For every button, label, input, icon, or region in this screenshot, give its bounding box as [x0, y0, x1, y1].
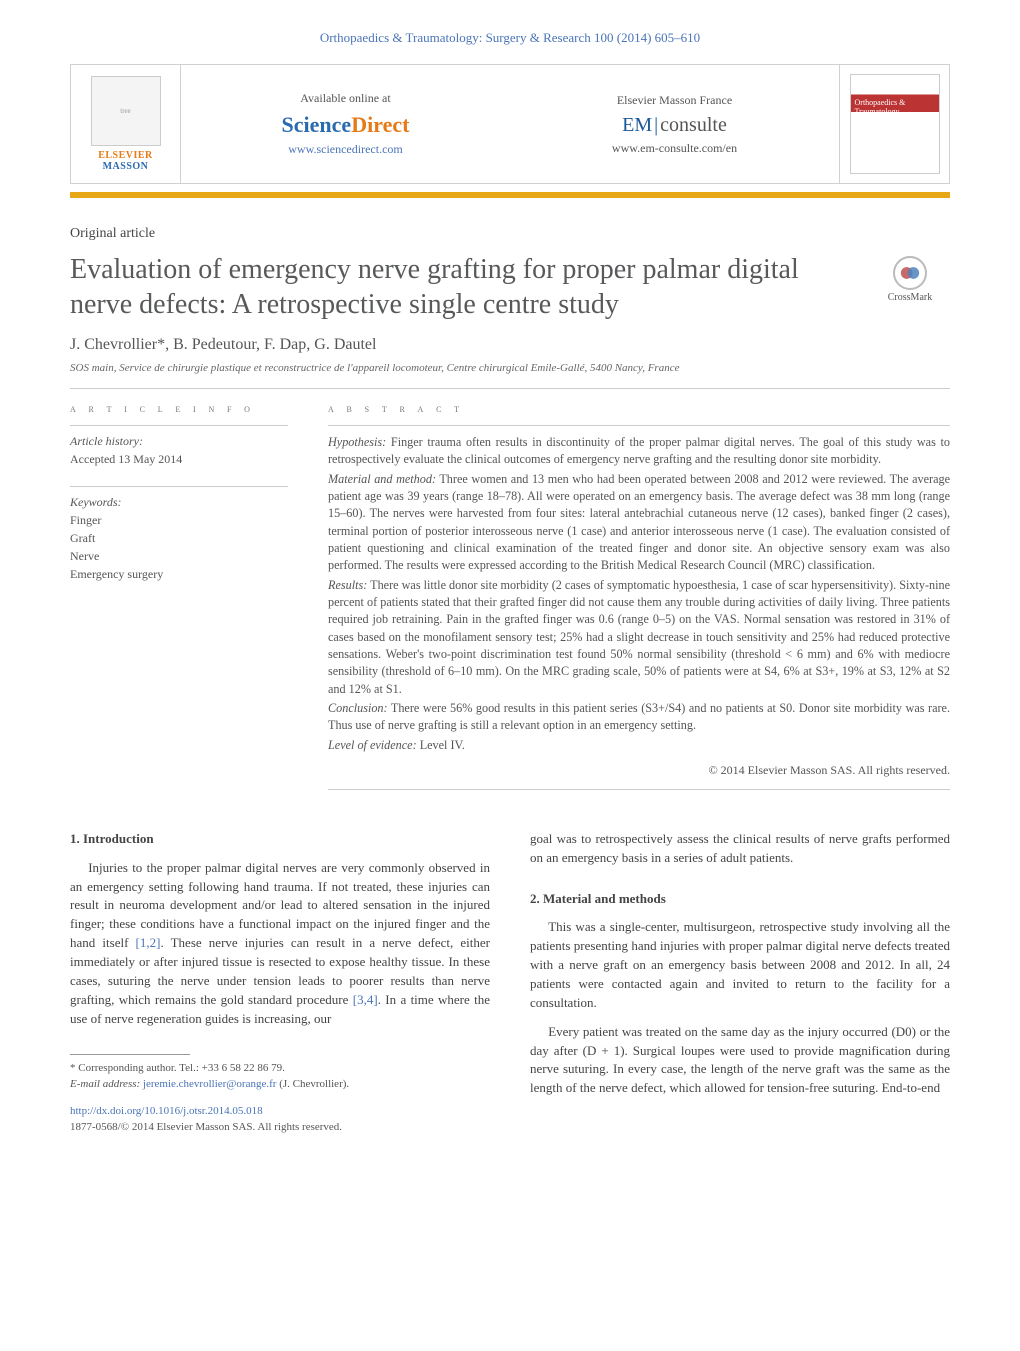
- crossmark-icon: [893, 256, 927, 290]
- keyword: Emergency surgery: [70, 565, 288, 583]
- em-bar-icon: |: [652, 114, 660, 136]
- sciencedirect-url[interactable]: www.sciencedirect.com: [288, 142, 403, 157]
- issn-copyright: 1877-0568/© 2014 Elsevier Masson SAS. Al…: [70, 1120, 490, 1136]
- yellow-rule: [70, 192, 950, 198]
- masson-label: MASSON: [103, 161, 149, 172]
- methods-paragraph: This was a single-center, multisurgeon, …: [530, 918, 950, 1012]
- authors: J. Chevrollier*, B. Pedeutour, F. Dap, G…: [70, 336, 950, 354]
- affiliation: SOS main, Service de chirurgie plastique…: [70, 362, 950, 374]
- accepted-date: Accepted 13 May 2014: [70, 450, 288, 468]
- divider: [70, 388, 950, 389]
- article-info-heading: a r t i c l e i n f o: [70, 403, 288, 415]
- results-label: Results:: [328, 578, 367, 592]
- sciencedirect-logo: ScienceDirect: [282, 112, 410, 138]
- keyword: Finger: [70, 511, 288, 529]
- intro-heading: 1. Introduction: [70, 830, 490, 849]
- email-suffix: (J. Chevrollier).: [276, 1078, 349, 1090]
- sd-science: Science: [282, 112, 352, 137]
- journal-cover-thumbnail: Orthopaedics & TraumatologySurgery & Res…: [850, 74, 940, 174]
- abstract-copyright: © 2014 Elsevier Masson SAS. All rights r…: [328, 762, 950, 779]
- crossmark-badge[interactable]: CrossMark: [870, 256, 950, 303]
- results-text: There was little donor site morbidity (2…: [328, 578, 950, 696]
- em-em: EM: [622, 114, 652, 136]
- conclusion-text: There were 56% good results in this pati…: [328, 701, 950, 732]
- body-column-right: goal was to retrospectively assess the c…: [530, 830, 950, 1136]
- citation-link[interactable]: [1,2]: [136, 935, 161, 950]
- intro-continuation: goal was to retrospectively assess the c…: [530, 830, 950, 868]
- hypothesis-label: Hypothesis:: [328, 435, 386, 449]
- publisher-logo-cell: tree ELSEVIER MASSON: [71, 65, 181, 183]
- emconsulte-url[interactable]: www.em-consulte.com/en: [612, 141, 737, 156]
- article-title: Evaluation of emergency nerve grafting f…: [70, 252, 850, 322]
- em-consulte: consulte: [660, 114, 727, 136]
- crossmark-label: CrossMark: [888, 292, 932, 303]
- journal-header-box: tree ELSEVIER MASSON Available online at…: [70, 64, 950, 184]
- article-type: Original article: [70, 226, 950, 242]
- method-label: Material and method:: [328, 472, 436, 486]
- keywords-block: Keywords: Finger Graft Nerve Emergency s…: [70, 486, 288, 583]
- emconsulte-logo: EM|consulte: [622, 114, 727, 137]
- abstract-heading: a b s t r a c t: [328, 403, 950, 415]
- abstract-body: Hypothesis: Finger trauma often results …: [328, 425, 950, 779]
- corresponding-author: * Corresponding author. Tel.: +33 6 58 2…: [70, 1061, 490, 1076]
- keyword: Graft: [70, 529, 288, 547]
- evidence-text: Level IV.: [417, 738, 465, 752]
- citation-link[interactable]: [3,4]: [353, 992, 378, 1007]
- history-head: Article history:: [70, 434, 143, 448]
- footnote-rule: [70, 1054, 190, 1055]
- article-history-block: Article history: Accepted 13 May 2014: [70, 425, 288, 468]
- elsevier-label: ELSEVIER: [98, 150, 153, 161]
- footnotes: * Corresponding author. Tel.: +33 6 58 2…: [70, 1061, 490, 1092]
- methods-heading: 2. Material and methods: [530, 890, 950, 909]
- cover-subtitle: Surgery & Research: [855, 116, 920, 125]
- elsevier-tree-icon: tree: [91, 76, 161, 146]
- email-link[interactable]: jeremie.chevrollier@orange.fr: [143, 1078, 277, 1090]
- sd-direct: Direct: [351, 112, 409, 137]
- elsevier-masson-france-label: Elsevier Masson France: [617, 93, 732, 108]
- divider: [328, 789, 950, 790]
- available-at-label: Available online at: [300, 91, 390, 106]
- method-text: Three women and 13 men who had been oper…: [328, 472, 950, 573]
- methods-paragraph: Every patient was treated on the same da…: [530, 1023, 950, 1098]
- journal-cover-cell: Orthopaedics & TraumatologySurgery & Res…: [839, 65, 949, 183]
- emconsulte-cell: Elsevier Masson France EM|consulte www.e…: [510, 65, 839, 183]
- email-label: E-mail address:: [70, 1078, 140, 1090]
- doi-link[interactable]: http://dx.doi.org/10.1016/j.otsr.2014.05…: [70, 1104, 490, 1120]
- hypothesis-text: Finger trauma often results in discontin…: [328, 435, 950, 466]
- running-header: Orthopaedics & Traumatology: Surgery & R…: [70, 30, 950, 46]
- sciencedirect-cell: Available online at ScienceDirect www.sc…: [181, 65, 510, 183]
- keyword: Nerve: [70, 547, 288, 565]
- body-column-left: 1. Introduction Injuries to the proper p…: [70, 830, 490, 1136]
- cover-title: Orthopaedics & Traumatology: [855, 98, 906, 116]
- conclusion-label: Conclusion:: [328, 701, 388, 715]
- evidence-label: Level of evidence:: [328, 738, 417, 752]
- intro-paragraph: Injuries to the proper palmar digital ne…: [70, 859, 490, 1029]
- keywords-head: Keywords:: [70, 493, 288, 511]
